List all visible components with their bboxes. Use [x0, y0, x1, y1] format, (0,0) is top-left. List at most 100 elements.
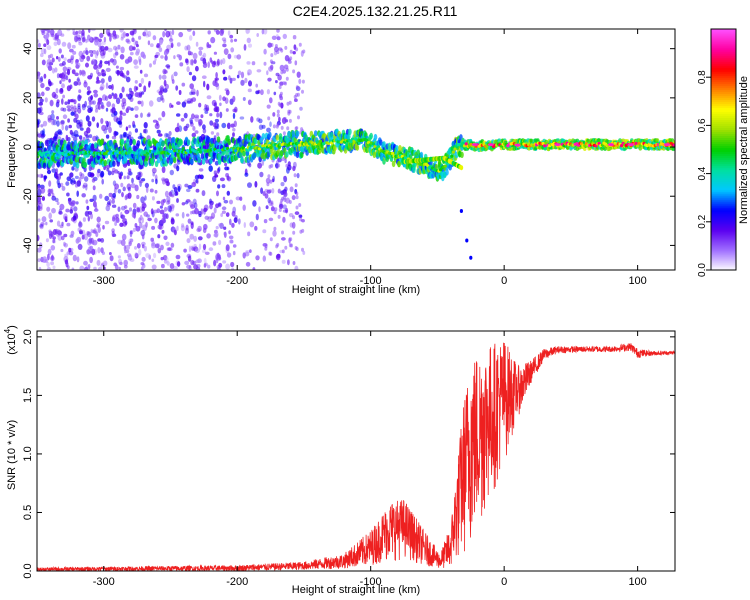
noise-blob	[283, 116, 287, 121]
noise-blob	[93, 208, 99, 212]
noise-blob	[61, 186, 66, 191]
noise-blob	[179, 62, 184, 67]
noise-blob	[99, 193, 103, 199]
noise-blob	[190, 221, 194, 226]
noise-blob	[125, 126, 129, 131]
noise-blob	[143, 73, 149, 78]
noise-blob	[37, 133, 42, 138]
noise-blob	[181, 101, 187, 108]
noise-blob	[118, 120, 122, 125]
noise-blob	[90, 53, 94, 57]
noise-blob	[65, 181, 70, 186]
noise-blob	[37, 118, 41, 125]
noise-blob	[74, 175, 79, 179]
noise-blob	[51, 207, 56, 214]
noise-blob	[277, 74, 282, 81]
noise-blob	[188, 71, 192, 76]
noise-blob	[167, 205, 172, 212]
noise-blob	[302, 250, 306, 255]
noise-blob	[108, 121, 111, 128]
noise-blob	[100, 105, 105, 110]
noise-blob	[270, 200, 274, 205]
noise-blob	[248, 80, 252, 87]
noise-blob	[40, 187, 46, 194]
noise-blob	[122, 112, 127, 116]
noise-blob	[147, 112, 151, 117]
noise-blob	[113, 45, 118, 51]
noise-blob	[161, 177, 166, 182]
noise-blob	[270, 206, 275, 212]
noise-blob	[128, 131, 132, 137]
ridge-cell	[198, 136, 203, 143]
noise-blob	[291, 221, 296, 229]
noise-blob	[101, 124, 106, 132]
noise-blob	[277, 101, 281, 106]
noise-blob	[62, 107, 67, 112]
spectrogram-frame	[36, 28, 676, 271]
noise-blob	[117, 121, 121, 125]
noise-blob	[123, 175, 127, 180]
colorbar-cell	[711, 191, 736, 195]
colorbar-cell	[711, 209, 736, 213]
noise-blob	[56, 73, 60, 79]
noise-blob	[123, 75, 128, 79]
noise-blob	[132, 124, 136, 129]
colorbar-cell	[711, 183, 736, 187]
isolated-spot	[459, 209, 463, 213]
noise-blob	[186, 98, 192, 103]
noise-blob	[113, 130, 117, 137]
noise-blob	[282, 209, 288, 213]
noise-blob	[206, 42, 209, 49]
colorbar-cell	[711, 197, 736, 201]
noise-blob	[128, 171, 133, 176]
snr-series-line	[37, 342, 675, 571]
noise-blob	[276, 157, 280, 162]
ridge-core-cell	[543, 144, 547, 148]
noise-blob	[85, 199, 89, 204]
noise-blob	[176, 198, 179, 203]
noise-blob	[281, 237, 286, 241]
noise-blob	[299, 217, 303, 222]
noise-blob	[81, 29, 85, 36]
noise-blob	[201, 54, 205, 59]
noise-blob	[45, 221, 48, 226]
noise-blob	[95, 68, 100, 75]
noise-blob	[294, 211, 300, 216]
noise-blob	[77, 107, 82, 114]
noise-blob	[280, 48, 284, 53]
noise-blob	[87, 215, 91, 222]
noise-blob	[79, 171, 83, 177]
noise-blob	[292, 261, 296, 265]
noise-blob	[215, 29, 220, 35]
noise-blob	[47, 117, 52, 123]
snr-y-multiplier: (x104)	[3, 325, 18, 355]
noise-blob	[260, 187, 264, 194]
colorbar-cell	[711, 105, 736, 108]
noise-blob	[48, 212, 52, 220]
noise-blob	[73, 206, 78, 212]
noise-blob	[175, 213, 180, 217]
ridge-core-cell	[366, 141, 371, 145]
colorbar-cell	[711, 111, 736, 114]
colorbar-tick-label: 0.4	[697, 166, 708, 180]
noise-blob	[277, 214, 281, 219]
noise-blob	[204, 215, 210, 220]
noise-blob	[289, 49, 293, 54]
noise-blob	[247, 88, 252, 93]
noise-blob	[178, 54, 182, 61]
noise-blob	[131, 212, 136, 218]
noise-blob	[284, 45, 288, 50]
noise-blob	[89, 106, 93, 112]
noise-blob	[55, 88, 59, 94]
noise-blob	[276, 113, 280, 118]
ridge-cell	[90, 143, 95, 150]
noise-blob	[56, 32, 61, 36]
noise-blob	[281, 230, 284, 235]
noise-blob	[143, 85, 147, 93]
noise-blob	[184, 227, 190, 235]
noise-blob	[256, 69, 262, 73]
noise-blob	[128, 45, 134, 52]
noise-blob	[227, 53, 232, 60]
noise-blob	[271, 188, 275, 194]
noise-blob	[268, 189, 272, 194]
